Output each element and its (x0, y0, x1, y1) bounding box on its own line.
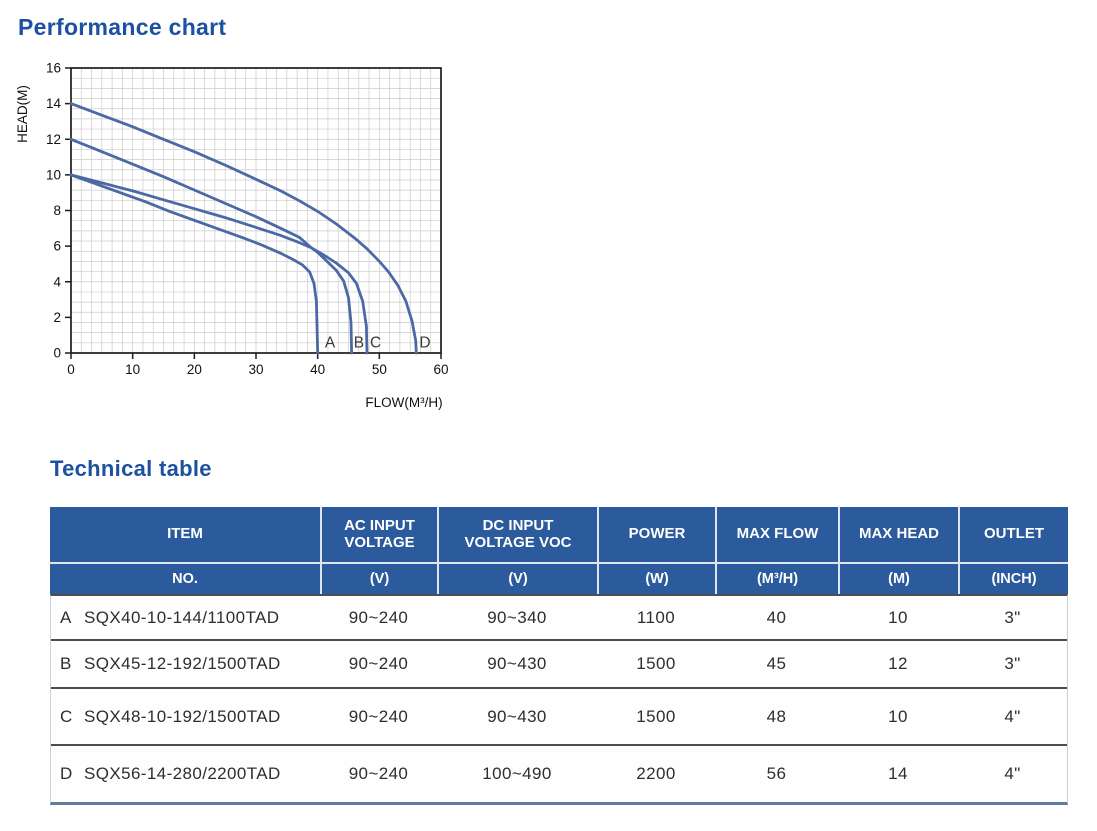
cell-power: 1500 (636, 706, 676, 726)
curve-D (69, 102, 418, 355)
header-max-head: MAX HEAD (838, 507, 958, 562)
cell-ac-voltage: 90~240 (348, 607, 409, 627)
technical-table: ITEM NO. AC INPUT VOLTAGE (V) DC INPUT V… (50, 507, 1068, 805)
cell-ac-voltage: 90~240 (348, 706, 409, 726)
item-letter: C (60, 706, 73, 726)
header-max-flow: MAX FLOW (715, 507, 838, 562)
curve-label-C: C (370, 334, 381, 351)
svg-text:0: 0 (53, 346, 61, 361)
cell-max-head: 10 (888, 706, 908, 726)
cell-dc-voltage: 90~340 (487, 607, 547, 627)
cell-power: 1100 (636, 607, 676, 627)
header-outlet: OUTLET (958, 507, 1068, 562)
item-letter: B (60, 654, 72, 673)
curve-A (69, 173, 320, 355)
cell-ac-voltage: 90~240 (348, 654, 409, 673)
item-model: SQX56-14-280/2200TAD (84, 764, 281, 783)
curve-label-D: D (419, 334, 430, 351)
item-letter: D (60, 764, 73, 783)
item-model: SQX40-10-144/1100TAD (84, 607, 280, 627)
svg-text:6: 6 (53, 239, 61, 254)
cell-max-flow: 40 (766, 607, 787, 627)
cell-power: 2200 (636, 764, 676, 783)
header-power-unit: (W) (597, 562, 715, 594)
curve-label-B: B (354, 334, 364, 351)
performance-chart: 0 2 4 6 8 10 12 14 16 0 10 20 30 40 50 60 HEAD(M) FLOW(M³… (15, 61, 449, 411)
svg-text:10: 10 (125, 362, 140, 377)
svg-text:8: 8 (53, 203, 61, 218)
header-outlet-unit: (INCH) (958, 562, 1068, 594)
cell-max-flow: 56 (766, 764, 787, 783)
item-letter: A (60, 607, 72, 627)
cell-item: D SQX56-14-280/2200TAD (51, 764, 320, 784)
cell-item: A SQX40-10-144/1100TAD (51, 608, 320, 628)
svg-text:16: 16 (46, 61, 61, 76)
technical-table-title: Technical table (50, 456, 212, 481)
cell-item: B SQX45-12-192/1500TAD (51, 654, 320, 674)
cell-ac-voltage: 90~240 (348, 764, 409, 783)
x-axis-label: FLOW(M³/H) (365, 395, 442, 410)
table-row: D SQX56-14-280/2200TAD 90~240 100~490 22… (51, 746, 1067, 802)
cell-max-head: 10 (888, 607, 908, 627)
cell-outlet: 4" (1004, 706, 1021, 726)
cell-dc-voltage: 90~430 (487, 706, 547, 726)
svg-text:40: 40 (310, 362, 325, 377)
cell-max-head: 12 (888, 654, 908, 673)
svg-text:4: 4 (53, 274, 61, 289)
item-model: SQX45-12-192/1500TAD (84, 654, 281, 673)
cell-outlet: 3" (1004, 654, 1021, 673)
header-item-unit: NO. (50, 562, 320, 594)
table-row: B SQX45-12-192/1500TAD 90~240 90~430 150… (51, 641, 1067, 689)
curve-C (69, 173, 369, 355)
svg-text:50: 50 (372, 362, 387, 377)
svg-text:14: 14 (46, 96, 62, 111)
header-ac-voltage-unit: (V) (320, 562, 437, 594)
svg-text:0: 0 (67, 362, 75, 377)
header-item: ITEM (167, 525, 203, 543)
table-header: ITEM NO. AC INPUT VOLTAGE (V) DC INPUT V… (50, 507, 1068, 594)
cell-dc-voltage: 100~490 (482, 764, 552, 783)
svg-text:2: 2 (53, 310, 61, 325)
header-power: POWER (597, 507, 715, 562)
table-body: A SQX40-10-144/1100TAD 90~240 90~340 110… (50, 594, 1068, 805)
svg-text:20: 20 (187, 362, 202, 377)
cell-max-flow: 48 (766, 706, 787, 726)
cell-outlet: 4" (1004, 764, 1021, 783)
header-dc-voltage-unit: (V) (437, 562, 597, 594)
curve-B (69, 137, 353, 355)
table-row: A SQX40-10-144/1100TAD 90~240 90~340 110… (51, 596, 1067, 641)
y-axis-label: HEAD(M) (15, 85, 30, 143)
performance-chart-title: Performance chart (18, 14, 227, 40)
header-dc-voltage: DC INPUT VOLTAGE VOC (437, 507, 597, 562)
curve-label-A: A (325, 334, 336, 351)
cell-max-head: 14 (888, 764, 908, 783)
header-ac-voltage: AC INPUT VOLTAGE (320, 507, 437, 562)
cell-max-flow: 45 (766, 654, 787, 673)
item-model: SQX48-10-192/1500TAD (84, 706, 281, 726)
svg-text:12: 12 (46, 132, 61, 147)
svg-text:30: 30 (248, 362, 263, 377)
header-max-flow-unit: (M³/H) (715, 562, 838, 594)
svg-text:60: 60 (433, 362, 448, 377)
cell-outlet: 3" (1004, 607, 1021, 627)
cell-dc-voltage: 90~430 (487, 654, 547, 673)
svg-text:10: 10 (46, 167, 61, 182)
header-max-head-unit: (M) (838, 562, 958, 594)
cell-power: 1500 (636, 654, 676, 673)
table-row: C SQX48-10-192/1500TAD 90~240 90~430 150… (51, 689, 1067, 746)
cell-item: C SQX48-10-192/1500TAD (51, 707, 320, 727)
